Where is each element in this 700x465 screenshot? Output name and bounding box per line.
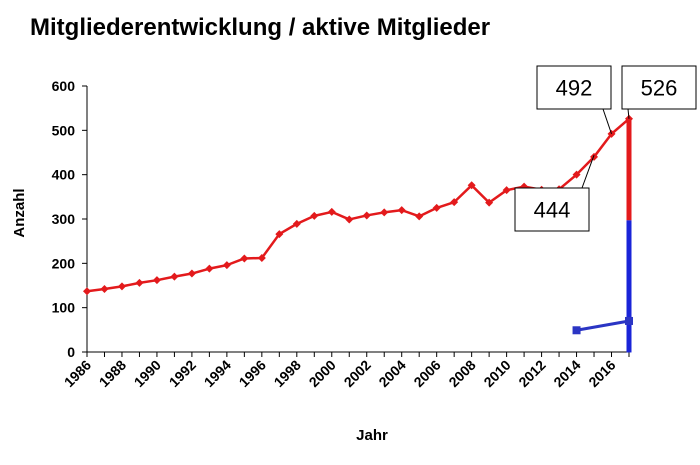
members-point bbox=[590, 152, 599, 161]
callout-label: 492 bbox=[556, 76, 593, 101]
x-tick-label: 1992 bbox=[166, 357, 199, 390]
active-point bbox=[625, 316, 633, 325]
members-point bbox=[117, 282, 126, 291]
callout-label: 444 bbox=[534, 198, 571, 223]
members-point bbox=[187, 269, 196, 278]
x-tick-label: 1988 bbox=[96, 357, 129, 390]
callout-label: 526 bbox=[641, 76, 678, 101]
callout-pointer bbox=[581, 154, 595, 189]
members-point bbox=[327, 207, 336, 216]
x-tick-label: 1996 bbox=[236, 357, 269, 390]
callout-box bbox=[536, 65, 612, 110]
members-point bbox=[205, 264, 214, 273]
members-point bbox=[100, 285, 109, 294]
members-point bbox=[292, 219, 301, 228]
y-tick-labels: 0 100 200 300 400 500 600 bbox=[52, 78, 76, 360]
members-point bbox=[415, 212, 424, 221]
x-tick-label: 2010 bbox=[480, 357, 513, 390]
series-layer bbox=[83, 114, 633, 353]
x-tick-label: 2012 bbox=[515, 357, 548, 390]
x-tick-label: 2014 bbox=[550, 357, 583, 390]
members-point bbox=[450, 198, 459, 207]
members-point bbox=[485, 198, 494, 207]
x-tick-label: 1986 bbox=[61, 357, 94, 390]
members-point bbox=[432, 203, 441, 212]
bar-segment-lower bbox=[626, 220, 632, 353]
members-point bbox=[397, 206, 406, 215]
x-axis-label: Jahr bbox=[356, 427, 388, 444]
members-point bbox=[170, 272, 179, 281]
members-point bbox=[502, 186, 511, 195]
x-tick-label: 2000 bbox=[306, 357, 339, 390]
x-tick-label: 2004 bbox=[375, 357, 408, 390]
y-tick-label: 600 bbox=[52, 78, 76, 94]
x-tick-labels: 1986 1988 1990 1992 1994 1996 1998 2000 2002 2004… bbox=[61, 357, 619, 390]
y-tick-label: 100 bbox=[52, 300, 76, 316]
active-point bbox=[572, 326, 581, 335]
members-point bbox=[345, 215, 354, 224]
members-point bbox=[152, 276, 161, 285]
x-tick-label: 2002 bbox=[341, 357, 374, 390]
y-tick-label: 500 bbox=[52, 122, 76, 138]
y-tick-label: 0 bbox=[67, 344, 75, 360]
x-tick-label: 1990 bbox=[131, 357, 164, 390]
members-point bbox=[310, 211, 319, 220]
active-line bbox=[576, 319, 630, 332]
members-point bbox=[572, 170, 581, 179]
callout-box bbox=[621, 65, 697, 110]
y-axis-label: Anzahl bbox=[11, 188, 28, 237]
members-point bbox=[135, 278, 144, 287]
callout-pointer bbox=[627, 108, 630, 119]
y-tick-label: 400 bbox=[52, 167, 76, 183]
x-tick-label: 2006 bbox=[410, 357, 443, 390]
y-tick-label: 300 bbox=[52, 211, 76, 227]
y-tick-label: 200 bbox=[52, 255, 76, 271]
x-tick-label: 1994 bbox=[201, 357, 234, 390]
members-point bbox=[222, 261, 231, 270]
callout-pointer bbox=[602, 108, 612, 135]
x-tick-label: 2016 bbox=[585, 357, 618, 390]
members-point bbox=[380, 208, 389, 217]
axes bbox=[82, 85, 630, 357]
members-point bbox=[275, 230, 284, 239]
members-point bbox=[257, 254, 266, 263]
x-tick-label: 1998 bbox=[271, 357, 304, 390]
callout-box bbox=[514, 187, 590, 232]
bar-segment-upper bbox=[626, 118, 632, 221]
members-point bbox=[240, 254, 249, 263]
members-point bbox=[467, 181, 476, 190]
members-point bbox=[362, 211, 371, 220]
callouts: 492 526 444 bbox=[514, 65, 697, 232]
x-tick-label: 2008 bbox=[445, 357, 478, 390]
chart-title: Mitgliederentwicklung / aktive Mitgliede… bbox=[30, 14, 491, 41]
members-point bbox=[83, 287, 91, 296]
